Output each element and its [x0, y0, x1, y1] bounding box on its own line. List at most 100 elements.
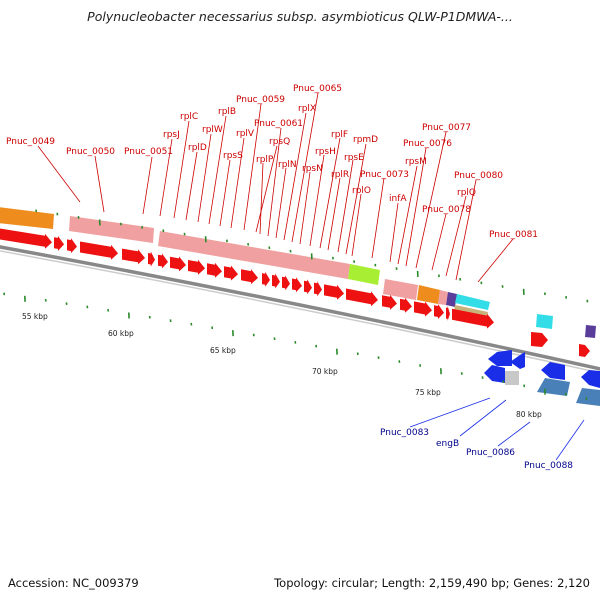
- gene-label-rplx: rplX: [298, 104, 316, 114]
- lower-gene-labels: Pnuc_0083 engB Pnuc_0086 Pnuc_0088: [380, 397, 585, 471]
- gene-label-rpsm: rpsM: [405, 157, 427, 167]
- reverse-cds-arrow: [484, 365, 505, 383]
- forward-cds-arrow: [54, 235, 64, 251]
- gene-label-rplr: rplR: [331, 170, 349, 180]
- gene-label-rpsj: rpsJ: [163, 130, 180, 140]
- forward-cds-arrow: [292, 277, 302, 293]
- genome-summary: Topology: circular; Length: 2,159,490 bp…: [274, 576, 590, 590]
- gene-label-rplc: rplC: [180, 112, 198, 122]
- forward-cds-arrow: [122, 248, 145, 265]
- forward-strand: [0, 228, 494, 329]
- kbp-labels: 55 kbp 60 kbp 65 kbp 70 kbp 75 kbp 80 kb…: [22, 312, 542, 419]
- forward-cds-arrow: [400, 297, 412, 313]
- forward-cds-arrow: [446, 305, 450, 321]
- gene-label-rpsn: rpsN: [302, 164, 323, 174]
- genome-title: Polynucleobacter necessarius subsp. asym…: [87, 9, 513, 24]
- forward-cds-arrow: [241, 269, 258, 285]
- backbone-ring-inner: [0, 250, 600, 374]
- forward-cds-arrow: [434, 304, 444, 319]
- forward-cds-arrow: [188, 259, 205, 275]
- gene-label-rplp: rplP: [256, 155, 274, 165]
- reverse-cds-arrow: [510, 352, 525, 369]
- gene-label-engb: engB: [436, 439, 459, 449]
- orange-gene: [0, 207, 54, 229]
- gene-label-rpse: rpsE: [344, 153, 364, 163]
- forward-cds-arrow: [324, 284, 344, 300]
- accession-label: Accession: NC_009379: [8, 576, 139, 590]
- forward-cds-arrow: [170, 256, 186, 272]
- forward-cds-arrow: [272, 273, 280, 289]
- forward-cds-arrow: [346, 288, 378, 307]
- green-gene: [348, 264, 380, 285]
- kbp-label: 60 kbp: [108, 329, 134, 338]
- gene-label-rpln: rplN: [278, 160, 297, 170]
- kbp-label: 70 kbp: [312, 367, 338, 376]
- forward-cds-arrow: [531, 332, 548, 347]
- forward-cds-arrow: [304, 279, 312, 295]
- forward-cds-arrow: [0, 228, 52, 249]
- gene-label-pnuc-0081: Pnuc_0081: [489, 230, 538, 240]
- gene-label-rplv: rplV: [236, 129, 255, 139]
- gene-label-pnuc-0061: Pnuc_0061: [254, 119, 303, 129]
- forward-cds-arrow: [262, 271, 270, 287]
- kbp-label: 55 kbp: [22, 312, 48, 321]
- gene-label-rplq: rplQ: [457, 188, 476, 198]
- forward-cds-arrow: [414, 301, 432, 317]
- gene-label-pnuc-0088: Pnuc_0088: [524, 461, 573, 471]
- orange-gene: [417, 285, 440, 304]
- gene-label-infa: infA: [389, 194, 407, 204]
- gene-label-rpss: rpsS: [223, 151, 243, 161]
- forward-cds-arrow: [207, 262, 222, 278]
- gene-label-rplb: rplB: [218, 107, 236, 117]
- forward-cds-arrow: [80, 241, 118, 260]
- gene-label-rplo: rplO: [352, 186, 371, 196]
- gene-label-pnuc-0086: Pnuc_0086: [466, 448, 515, 458]
- forward-cds-arrow: [158, 253, 168, 269]
- gene-label-pnuc-0080: Pnuc_0080: [454, 171, 503, 181]
- reverse-cds-arrow: [488, 350, 512, 366]
- forward-cds-arrow: [224, 265, 238, 281]
- forward-cds-arrow: [67, 238, 77, 254]
- steel-gene: [576, 388, 600, 406]
- ribosomal-block: [69, 216, 154, 243]
- gene-label-rpmd: rpmD: [353, 135, 378, 145]
- gene-label-pnuc-0049: Pnuc_0049: [6, 137, 55, 147]
- gray-gene: [505, 371, 519, 385]
- forward-cds-arrow: [382, 294, 397, 310]
- forward-cds-arrow: [452, 308, 494, 329]
- gene-label-rpsh: rpsH: [315, 147, 336, 157]
- gene-label-pnuc-0065: Pnuc_0065: [293, 84, 342, 94]
- gene-label-pnuc-0078: Pnuc_0078: [422, 205, 471, 215]
- gene-label-pnuc-0083: Pnuc_0083: [380, 428, 429, 438]
- gene-label-pnuc-0073: Pnuc_0073: [360, 170, 409, 180]
- kbp-label: 75 kbp: [415, 388, 441, 397]
- ribosomal-block: [438, 290, 448, 305]
- backbone-ring: [0, 245, 600, 371]
- cyan-gene: [536, 314, 553, 329]
- forward-cds-arrow: [314, 281, 322, 297]
- tan-gene: [454, 305, 488, 317]
- purple-gene: [446, 292, 457, 307]
- forward-cds-arrow: [148, 251, 155, 267]
- reverse-strand: [484, 350, 600, 406]
- upper-gene-labels: Pnuc_0049 Pnuc_0050 Pnuc_0051 rpsJ rplC …: [6, 84, 538, 283]
- ribosomal-block: [383, 279, 418, 300]
- forward-cds-arrow: [282, 275, 290, 291]
- gene-label-pnuc-0050: Pnuc_0050: [66, 147, 115, 157]
- gene-label-pnuc-0059: Pnuc_0059: [236, 95, 285, 105]
- tick-marks: [3, 209, 589, 400]
- feature-ring: [0, 207, 596, 338]
- purple-gene: [585, 325, 596, 338]
- reverse-cds-arrow: [581, 370, 600, 388]
- kbp-label: 65 kbp: [210, 346, 236, 355]
- ribosomal-block: [158, 231, 350, 279]
- gene-label-rpld: rplD: [188, 143, 207, 153]
- reverse-cds-arrow: [541, 362, 565, 380]
- gene-label-rplf: rplF: [331, 130, 348, 140]
- forward-cds-arrow: [579, 344, 590, 357]
- kbp-label: 80 kbp: [516, 410, 542, 419]
- gene-label-pnuc-0077: Pnuc_0077: [422, 123, 471, 133]
- cyan-gene: [455, 294, 490, 310]
